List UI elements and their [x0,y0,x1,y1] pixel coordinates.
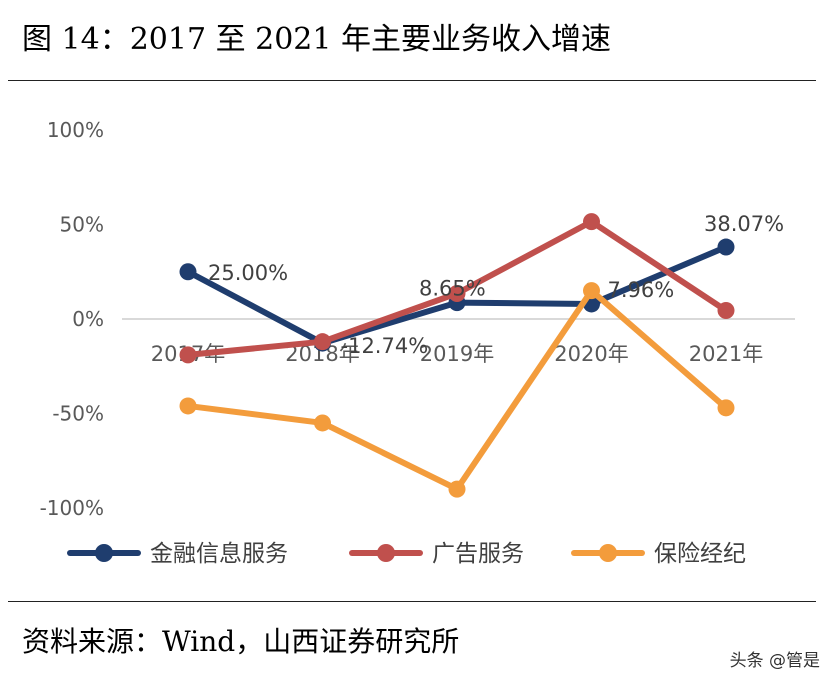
legend-label: 金融信息服务 [150,541,288,567]
data-point [448,284,466,302]
data-labels: 25.00% -12.74% 8.65% 7.96% 38.07% [208,212,784,358]
data-point [179,346,197,364]
data-label: 25.00% [208,261,288,285]
legend-swatch-marker [599,544,617,562]
y-axis-labels: 100% 50% 0% -50% -100% [40,118,104,520]
data-point [583,282,600,300]
y-tick-label: -50% [52,402,104,426]
series-layer [179,213,735,498]
data-point [448,480,466,498]
data-point [179,397,197,415]
data-label: 38.07% [704,212,784,236]
data-point [717,238,735,256]
x-axis-labels: 2017年2018年2019年2020年2021年 [151,342,763,366]
legend-label: 广告服务 [432,541,524,567]
data-point [314,333,331,351]
data-point [314,414,331,432]
y-tick-label: -100% [40,496,104,520]
line-chart: 100%50%0%-50%-100% 2017年2018年2019年2020年2… [40,118,795,567]
series-3 [179,282,735,498]
chart-title: 图 14：2017 至 2021 年主要业务收入增速 [22,22,612,57]
x-tick-label: 2020年 [554,342,628,366]
data-point [179,263,197,281]
legend-item: 金融信息服务 [67,541,288,567]
y-tick-label: 50% [60,213,104,237]
data-point [583,213,600,231]
legend: 金融信息服务 广告服务 保险经纪 [67,541,746,567]
bottom-divider [8,601,816,602]
legend-label: 保险经纪 [654,541,746,567]
legend-item: 保险经纪 [571,541,746,567]
data-label: 7.96% [608,278,675,302]
legend-swatch-marker [95,544,113,562]
series-line [185,287,729,493]
legend-swatch-marker [377,544,395,562]
data-label: -12.74% [341,334,429,358]
source-note: 资料来源：Wind，山西证券研究所 [22,625,460,658]
top-divider [8,80,816,81]
x-tick-label: 2019年 [420,342,494,366]
legend-item: 广告服务 [349,541,524,567]
series-2 [179,213,735,364]
data-label: 8.65% [419,277,486,301]
y-tick-label: 100% [47,118,104,142]
x-tick-label: 2021年 [689,342,763,366]
data-point [717,301,735,319]
y-tick-label: 0% [72,307,104,331]
data-point [717,399,735,417]
watermark: 头条 @管是 [729,651,820,671]
